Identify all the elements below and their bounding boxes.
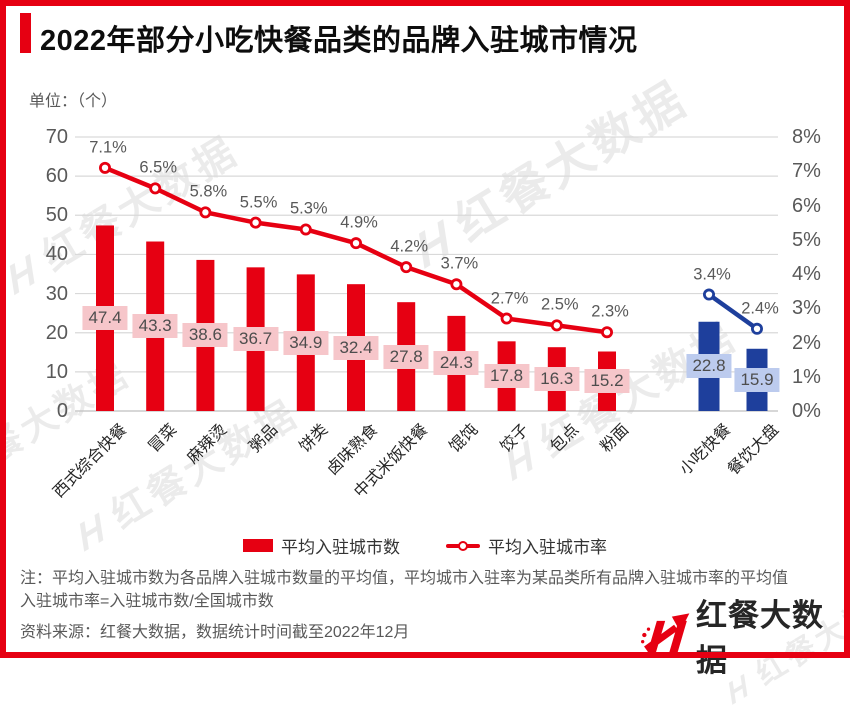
footnote-line1: 注：平均入驻城市数为各品牌入驻城市数量的平均值，平均城市入驻率为某品类所有品牌入… <box>20 570 789 587</box>
rate-marker <box>299 223 312 236</box>
brand-logo: 红餐大数据 <box>641 590 850 680</box>
rate-marker <box>450 278 463 291</box>
bar-粉面 <box>598 351 616 411</box>
rate-line <box>706 292 760 332</box>
source-line: 资料来源：红餐大数据，数据统计时间截至2022年12月 <box>20 624 410 641</box>
legend-item-bar: 平均入驻城市数 <box>243 533 400 558</box>
rate-marker <box>400 261 413 274</box>
bar-麻辣烫 <box>196 259 215 411</box>
bar-西式综合快餐 <box>96 225 114 411</box>
bar-粥品 <box>246 267 265 411</box>
bar-卤味熟食 <box>347 284 365 411</box>
line-marker-swatch-icon <box>446 539 480 553</box>
rate-marker <box>703 288 716 301</box>
footnote: 注：平均入驻城市数为各品牌入驻城市数量的平均值，平均城市入驻率为某品类所有品牌入… <box>20 567 835 613</box>
footnote-line2: 入驻城市率=入驻城市数/全国城市数 <box>20 593 274 610</box>
legend-line-label: 平均入驻城市率 <box>488 538 607 557</box>
rate-marker <box>99 161 112 174</box>
bar-饼类 <box>296 274 315 411</box>
bar-包点 <box>547 347 566 411</box>
bar-馄饨 <box>447 315 466 411</box>
bar-小吃快餐 <box>698 321 720 411</box>
legend-bar-label: 平均入驻城市数 <box>281 538 400 557</box>
bar-中式米饭快餐 <box>397 302 416 411</box>
bar-swatch-icon <box>243 539 273 552</box>
brand-h-arrow-icon <box>641 613 690 656</box>
rate-marker <box>751 322 764 335</box>
rate-marker <box>149 182 162 195</box>
brand-logo-text: 红餐大数据 <box>696 598 825 678</box>
rate-marker <box>249 216 262 229</box>
rate-marker <box>349 237 362 250</box>
bar-冒菜 <box>146 241 165 411</box>
rate-marker <box>601 326 614 339</box>
legend: 平均入驻城市数 平均入驻城市率 <box>0 533 850 558</box>
page-title: 2022年部分小吃快餐品类的品牌入驻城市情况 <box>40 25 638 57</box>
rate-marker <box>199 206 212 219</box>
legend-item-line: 平均入驻城市率 <box>446 533 607 558</box>
rate-marker <box>550 319 563 332</box>
title-accent-bar <box>20 13 31 53</box>
bar-餐饮大盘 <box>746 348 768 411</box>
rate-marker <box>500 312 513 325</box>
combo-chart <box>75 136 778 412</box>
unit-label: 单位：（个） <box>29 93 118 110</box>
bar-饺子 <box>497 341 516 411</box>
